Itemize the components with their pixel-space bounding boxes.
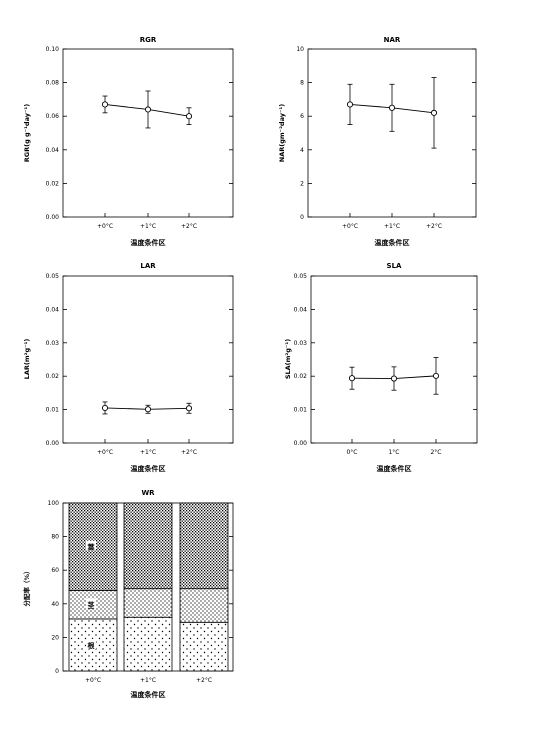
bar-segment	[123, 616, 173, 672]
x-tick-label: +2°C	[181, 223, 197, 230]
y-tick-label: 0.04	[294, 306, 308, 313]
x-tick-label: +1°C	[384, 223, 400, 230]
y-tick-label: 0	[55, 668, 59, 675]
y-tick-label: 80	[51, 534, 59, 541]
y-tick-label: 6	[300, 113, 304, 120]
y-tick-label: 0.01	[294, 407, 308, 414]
chart-title: SLA	[387, 262, 403, 270]
y-axis-label: RGR(g g⁻¹day⁻¹)	[23, 104, 31, 163]
data-point	[348, 375, 356, 382]
x-tick-label: +0°C	[97, 223, 113, 230]
series-label: 茎	[88, 601, 95, 610]
x-tick-label: +2°C	[196, 677, 212, 684]
y-tick-label: 0.01	[46, 407, 60, 414]
y-axis-label: NAR(gm⁻²day⁻¹)	[278, 104, 286, 163]
data-point	[144, 406, 152, 413]
x-axis-label: 温度条件区	[375, 238, 410, 247]
y-tick-label: 0.02	[294, 373, 308, 380]
chart-sla: SLA 0.00 0.01 0.02 0.03 0.04 0.05 0°C 1°C 2°C 温度…	[284, 262, 478, 473]
plot-frame	[62, 48, 234, 218]
x-tick-label: +0°C	[97, 449, 113, 456]
x-tick-label: +1°C	[140, 223, 156, 230]
data-point	[390, 375, 398, 382]
data-point	[346, 101, 354, 108]
y-tick-label: 40	[51, 601, 59, 608]
x-tick-label: +0°C	[342, 223, 358, 230]
data-point	[144, 106, 152, 113]
bar-segment	[179, 588, 229, 623]
y-tick-label: 0.03	[294, 340, 308, 347]
y-tick-label: 0.02	[46, 180, 60, 187]
y-tick-label: 0.05	[46, 273, 60, 280]
chart-wr: WR 0 20 40 60 80 100 +0°C +1°C +2°C 根 茎 葉 温度条件区 分配率…	[22, 489, 234, 699]
y-tick-label: 0.05	[294, 273, 308, 280]
y-tick-label: 2	[300, 180, 304, 187]
y-tick-label: 0.06	[46, 113, 60, 120]
y-tick-label: 0.08	[46, 80, 60, 87]
plot-frame	[62, 275, 234, 444]
x-axis-label: 温度条件区	[131, 690, 166, 699]
y-tick-label: 0.00	[46, 440, 60, 447]
y-axis-label: 分配率（%）	[22, 567, 31, 606]
bar-segment	[179, 621, 229, 672]
y-tick-label: 60	[51, 567, 59, 574]
bar-segment	[179, 502, 229, 590]
series-label-bg	[86, 598, 96, 609]
data-point	[101, 101, 109, 108]
data-point	[432, 372, 440, 379]
data-point	[101, 404, 109, 411]
chart-rgr: RGR 0.00 0.02 0.04 0.06 0.08 0.10 +0°C +1°C +2°C…	[23, 36, 234, 247]
y-tick-label: 10	[296, 46, 304, 53]
plot-frame	[307, 48, 477, 218]
y-tick-label: 0.04	[46, 306, 60, 313]
y-tick-label: 20	[51, 634, 59, 641]
series-label-bg	[86, 540, 96, 551]
y-tick-label: 0.02	[46, 373, 60, 380]
y-tick-label: 8	[300, 80, 304, 87]
x-tick-label: 0°C	[346, 449, 357, 456]
chart-lar: LAR 0.00 0.01 0.02 0.03 0.04 0.05 +0°C +1°C +2°C…	[23, 262, 234, 473]
x-tick-label: +1°C	[140, 449, 156, 456]
x-tick-label: +2°C	[426, 223, 442, 230]
x-tick-label: 2°C	[430, 449, 441, 456]
data-point	[430, 109, 438, 116]
y-tick-label: 100	[48, 500, 60, 507]
x-axis-label: 温度条件区	[131, 238, 166, 247]
y-tick-label: 0.10	[46, 46, 60, 53]
bar-segment	[123, 502, 173, 590]
y-tick-label: 0.00	[294, 440, 308, 447]
chart-title: NAR	[384, 36, 401, 44]
y-axis-label: SLA(m²g⁻¹)	[284, 339, 292, 379]
chart-nar: NAR 0 2 4 6 8 10 +0°C +1°C +2°C 温度条件区 NAR(gm⁻²da…	[278, 36, 477, 247]
x-tick-label: +0°C	[85, 677, 101, 684]
series-label-bg	[86, 638, 96, 649]
x-tick-label: +2°C	[181, 449, 197, 456]
plot-frame	[310, 275, 478, 444]
y-tick-label: 0.03	[46, 340, 60, 347]
y-axis-label: LAR(m²g⁻¹)	[23, 339, 31, 380]
y-tick-label: 0.04	[46, 147, 60, 154]
x-tick-label: 1°C	[388, 449, 399, 456]
y-tick-label: 0.00	[46, 214, 60, 221]
chart-title: WR	[141, 489, 155, 497]
series-label: 根	[88, 641, 95, 650]
x-tick-label: +1°C	[140, 677, 156, 684]
series-label: 葉	[87, 543, 96, 552]
chart-title: LAR	[140, 262, 156, 270]
data-point	[388, 104, 396, 111]
data-point	[185, 113, 193, 120]
chart-title: RGR	[140, 36, 157, 44]
y-tick-label: 4	[300, 147, 304, 154]
bar-segment	[123, 588, 173, 618]
data-point	[185, 405, 193, 412]
x-axis-label: 温度条件区	[377, 464, 412, 473]
y-tick-label: 0	[300, 214, 304, 221]
x-axis-label: 温度条件区	[131, 464, 166, 473]
